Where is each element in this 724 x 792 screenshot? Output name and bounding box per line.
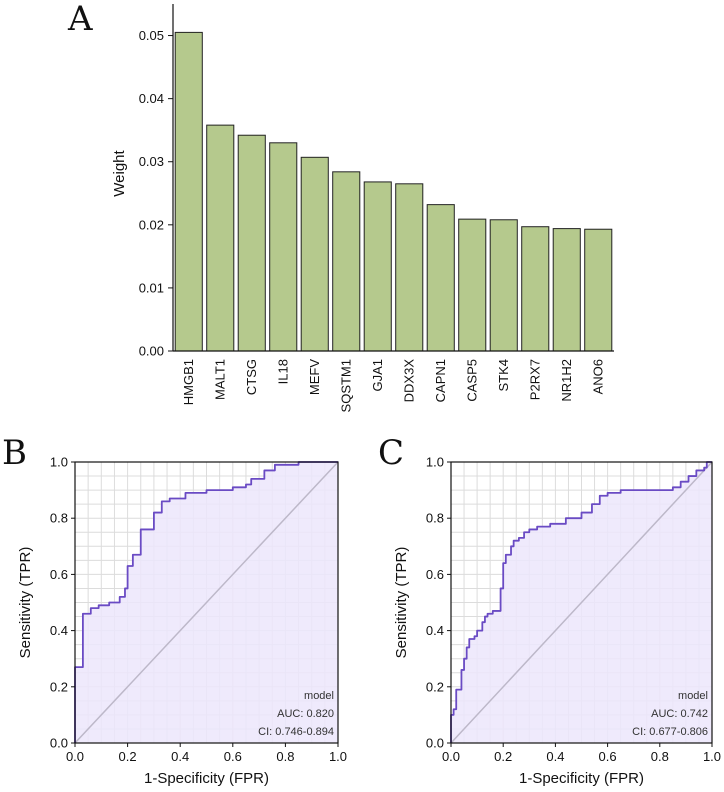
y-axis-title: Weight	[111, 149, 128, 196]
roc-chart-panel-b: 0.00.0 0.2 0.2 0.4 0.4 0.6 0.6 0.8 0.8 1.0 1.0 1-Sp…	[17, 455, 347, 788]
x-tick-label-gja1: GJA1	[370, 359, 385, 392]
bar-ano6	[584, 228, 613, 352]
plot-frame	[74, 461, 339, 744]
roc-curve-line	[74, 461, 338, 743]
y-tick-label: 0.2	[50, 679, 68, 694]
x-tick-label-sqstm1: SQSTM1	[338, 359, 353, 412]
bar-il18	[269, 142, 298, 352]
y-tick-label: 0.04	[139, 91, 164, 106]
y-tick-label: 0.2	[426, 679, 444, 694]
bar-hmgb1	[174, 31, 203, 352]
x-tick-label-ddx3x: DDX3X	[401, 359, 416, 403]
y-tick-label: 1.0	[426, 455, 444, 470]
bar-stk4	[489, 219, 518, 352]
x-tick-label-malt1: MALT1	[212, 359, 227, 400]
bar-capn1	[426, 204, 455, 352]
y-tick-label: 0.4	[50, 623, 68, 638]
x-tick-label-ctsg: CTSG	[244, 359, 259, 395]
panel-label-b: B	[2, 433, 27, 473]
legend-model-label: model	[678, 690, 708, 702]
y-tick-label: 0.0	[50, 736, 68, 751]
plot-frame	[450, 461, 713, 744]
y-tick-label: 0.02	[139, 217, 164, 232]
x-tick-label-hmgb1: HMGB1	[181, 359, 196, 405]
x-tick-label-nr1h2: NR1H2	[559, 359, 574, 402]
y-tick-label: 0.00	[139, 344, 164, 359]
bar-gja1	[363, 181, 392, 352]
x-tick-label: 0.8	[276, 749, 294, 764]
bar-ctsg	[237, 134, 266, 352]
bar-sqstm1	[332, 171, 361, 352]
y-axis-title: Sensitivity (TPR)	[393, 547, 410, 659]
y-tick-label: 1.0	[50, 455, 68, 470]
x-tick-label-capn1: CAPN1	[433, 359, 448, 402]
legend-auc-label: AUC: 0.820	[277, 708, 334, 720]
x-tick-label: 1.0	[703, 749, 721, 764]
y-tick-label: 0.8	[426, 511, 444, 526]
bar-casp5	[458, 218, 487, 352]
bar-mefv	[300, 156, 329, 352]
x-tick-label-casp5: CASP5	[464, 359, 479, 402]
x-tick-label-il18: IL18	[275, 359, 290, 384]
x-axis-title: 1-Specificity (FPR)	[519, 770, 644, 787]
x-tick-label: 1.0	[329, 749, 347, 764]
x-tick-label-ano6: ANO6	[590, 359, 605, 394]
x-tick-label: 0.4	[546, 749, 564, 764]
roc-curve-line	[450, 461, 712, 743]
y-tick-label: 0.6	[50, 567, 68, 582]
x-tick-label: 0.2	[494, 749, 512, 764]
x-tick-label: 0.0	[66, 749, 84, 764]
chance-diagonal-line	[450, 461, 713, 744]
legend-auc-label: AUC: 0.742	[651, 708, 708, 720]
x-tick-label: 0.6	[224, 749, 242, 764]
y-tick-label: 0.01	[139, 280, 164, 295]
x-tick-label: 0.2	[119, 749, 137, 764]
y-tick-label: 0.6	[426, 567, 444, 582]
roc-chart-panel-c: 0.00.0 0.2 0.2 0.4 0.4 0.6 0.6 0.8 0.8 1.0 1.0 1-Sp…	[393, 455, 721, 788]
y-tick-label: 0.4	[426, 623, 444, 638]
x-tick-label-stk4: STK4	[496, 359, 511, 392]
bar-chart-panel-a: HMGB1 MALT1 CTSG IL18 MEFV SQSTM1 GJA1 DDX3X CAP…	[111, 4, 614, 412]
x-tick-label-mefv: MEFV	[307, 359, 322, 395]
panel-label-a: A	[67, 0, 93, 39]
x-tick-label-p2rx7: P2RX7	[527, 359, 542, 400]
bar-p2rx7	[521, 226, 550, 352]
legend-ci-label: CI: 0.746-0.894	[258, 726, 334, 738]
bar-ddx3x	[395, 183, 424, 352]
y-tick-label: 0.03	[139, 154, 164, 169]
legend-ci-label: CI: 0.677-0.806	[632, 726, 708, 738]
bar-malt1	[206, 124, 235, 352]
y-tick-label: 0.8	[50, 511, 68, 526]
bar-nr1h2	[552, 228, 581, 352]
chance-diagonal-line	[74, 461, 339, 744]
y-axis-title: Sensitivity (TPR)	[17, 547, 34, 659]
x-tick-label: 0.0	[442, 749, 460, 764]
panel-label-c: C	[378, 433, 404, 473]
legend-model-label: model	[304, 690, 334, 702]
y-tick-label: 0.0	[426, 736, 444, 751]
x-tick-label: 0.6	[599, 749, 617, 764]
x-axis-title: 1-Specificity (FPR)	[144, 770, 269, 787]
y-tick-label: 0.05	[139, 28, 164, 43]
x-tick-label: 0.8	[651, 749, 669, 764]
x-tick-label: 0.4	[171, 749, 189, 764]
